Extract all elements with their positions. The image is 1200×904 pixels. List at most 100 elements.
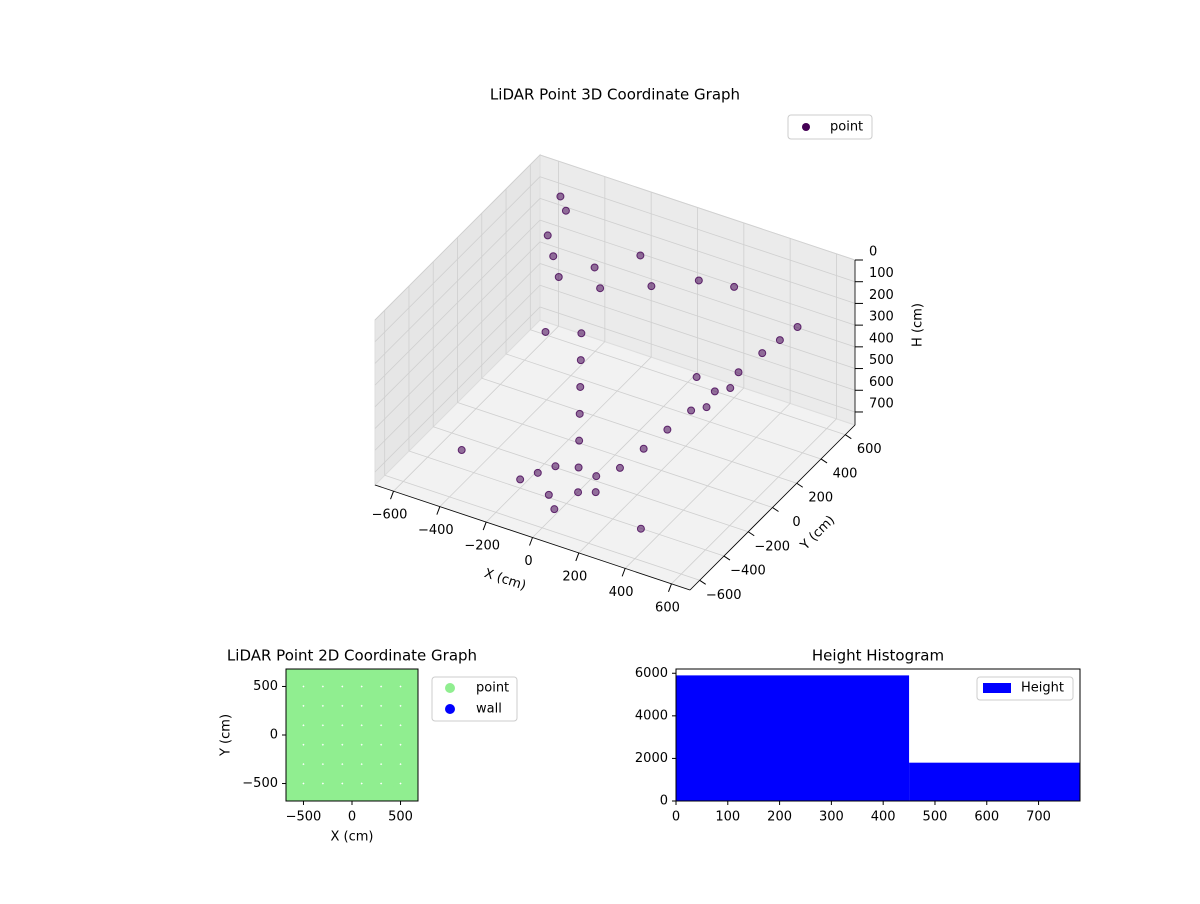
point (592, 472, 601, 481)
grid-line (374, 263, 541, 429)
point (300, 760, 327, 787)
point (730, 282, 739, 291)
point (358, 780, 385, 801)
point (377, 741, 404, 768)
y-tick (845, 434, 852, 440)
z-tick-label: 400 (869, 331, 894, 346)
z-tick-label: 100 (869, 266, 894, 281)
point (549, 252, 558, 261)
y-tick-label: −600 (706, 588, 742, 603)
point (516, 475, 525, 484)
point (358, 669, 385, 690)
z-tick-label: 300 (869, 310, 894, 325)
point (377, 702, 404, 729)
point (590, 263, 599, 272)
legend-marker (802, 123, 810, 131)
y-tick (747, 531, 755, 537)
x-tick-label: −400 (418, 523, 454, 538)
x-tick (390, 491, 394, 500)
y-tick-label: −200 (754, 539, 790, 554)
y-tick-label: 200 (808, 491, 833, 506)
x-tick-label: −500 (286, 810, 322, 825)
point (397, 722, 418, 748)
x-tick-label: 300 (819, 810, 844, 825)
point (300, 780, 327, 801)
grid-line (374, 284, 541, 451)
point (639, 444, 648, 453)
point (377, 722, 404, 748)
x-axis-label: X (cm) (331, 830, 374, 845)
point (636, 524, 645, 533)
legend-label: point (476, 681, 509, 696)
grid-line (433, 426, 749, 533)
point (319, 669, 346, 690)
point (591, 488, 600, 497)
grid-line (457, 402, 773, 508)
point (319, 683, 346, 710)
point (377, 780, 404, 801)
x-tick (529, 537, 533, 546)
grid-line (539, 241, 856, 348)
y-tick-label: 0 (660, 794, 668, 809)
grid-line (539, 154, 856, 261)
grid-line (539, 176, 856, 283)
grid-line (539, 306, 856, 413)
grid-line (539, 219, 856, 326)
point (758, 349, 767, 358)
point (319, 741, 346, 768)
point (397, 669, 418, 690)
x-tick-label: 600 (655, 600, 680, 615)
point (702, 403, 711, 412)
y-axis-label: Y (cm) (219, 714, 234, 757)
x-tick-label: −200 (464, 539, 500, 554)
point (556, 192, 565, 201)
legend-box (431, 676, 518, 722)
point (319, 780, 346, 801)
point (574, 463, 583, 472)
y-tick-label: 500 (253, 679, 278, 694)
grid-line (374, 241, 541, 408)
x-tick-label: −600 (372, 508, 408, 523)
point (300, 702, 327, 729)
point (300, 722, 327, 748)
point (319, 760, 346, 787)
z-tick-label: 200 (869, 288, 894, 303)
bar (676, 675, 910, 801)
point (544, 490, 553, 499)
grid-line (505, 353, 822, 460)
grid-line (374, 198, 541, 364)
legend-marker (445, 683, 455, 693)
y-tick (796, 482, 804, 488)
point (533, 468, 542, 477)
x-tick (436, 506, 441, 515)
x-tick (621, 568, 626, 577)
bar (909, 762, 1080, 801)
grid-line (539, 198, 856, 304)
x-tick-label: 600 (974, 810, 999, 825)
x-tick (668, 583, 672, 592)
point (694, 276, 703, 285)
point (692, 373, 701, 382)
axes-frame (675, 668, 1081, 802)
x-tick-label: 700 (1026, 810, 1051, 825)
point (377, 683, 404, 710)
x-tick-label: 0 (348, 810, 356, 825)
grid-line (374, 154, 541, 321)
y-tick (772, 507, 779, 512)
point (687, 406, 696, 415)
chart-title: LiDAR Point 2D Coordinate Graph (227, 647, 477, 665)
point (300, 683, 327, 710)
point (575, 409, 584, 418)
x-tick-label: 200 (562, 569, 587, 584)
x-tick-label: 0 (672, 810, 680, 825)
point (286, 722, 307, 748)
y-tick (820, 458, 828, 464)
point (397, 760, 418, 787)
point (596, 284, 605, 293)
point (574, 488, 583, 497)
grid-line (530, 329, 846, 436)
y-tick-label: 0 (270, 728, 278, 743)
grid-line (408, 450, 725, 557)
point (358, 722, 385, 748)
point (615, 463, 624, 472)
